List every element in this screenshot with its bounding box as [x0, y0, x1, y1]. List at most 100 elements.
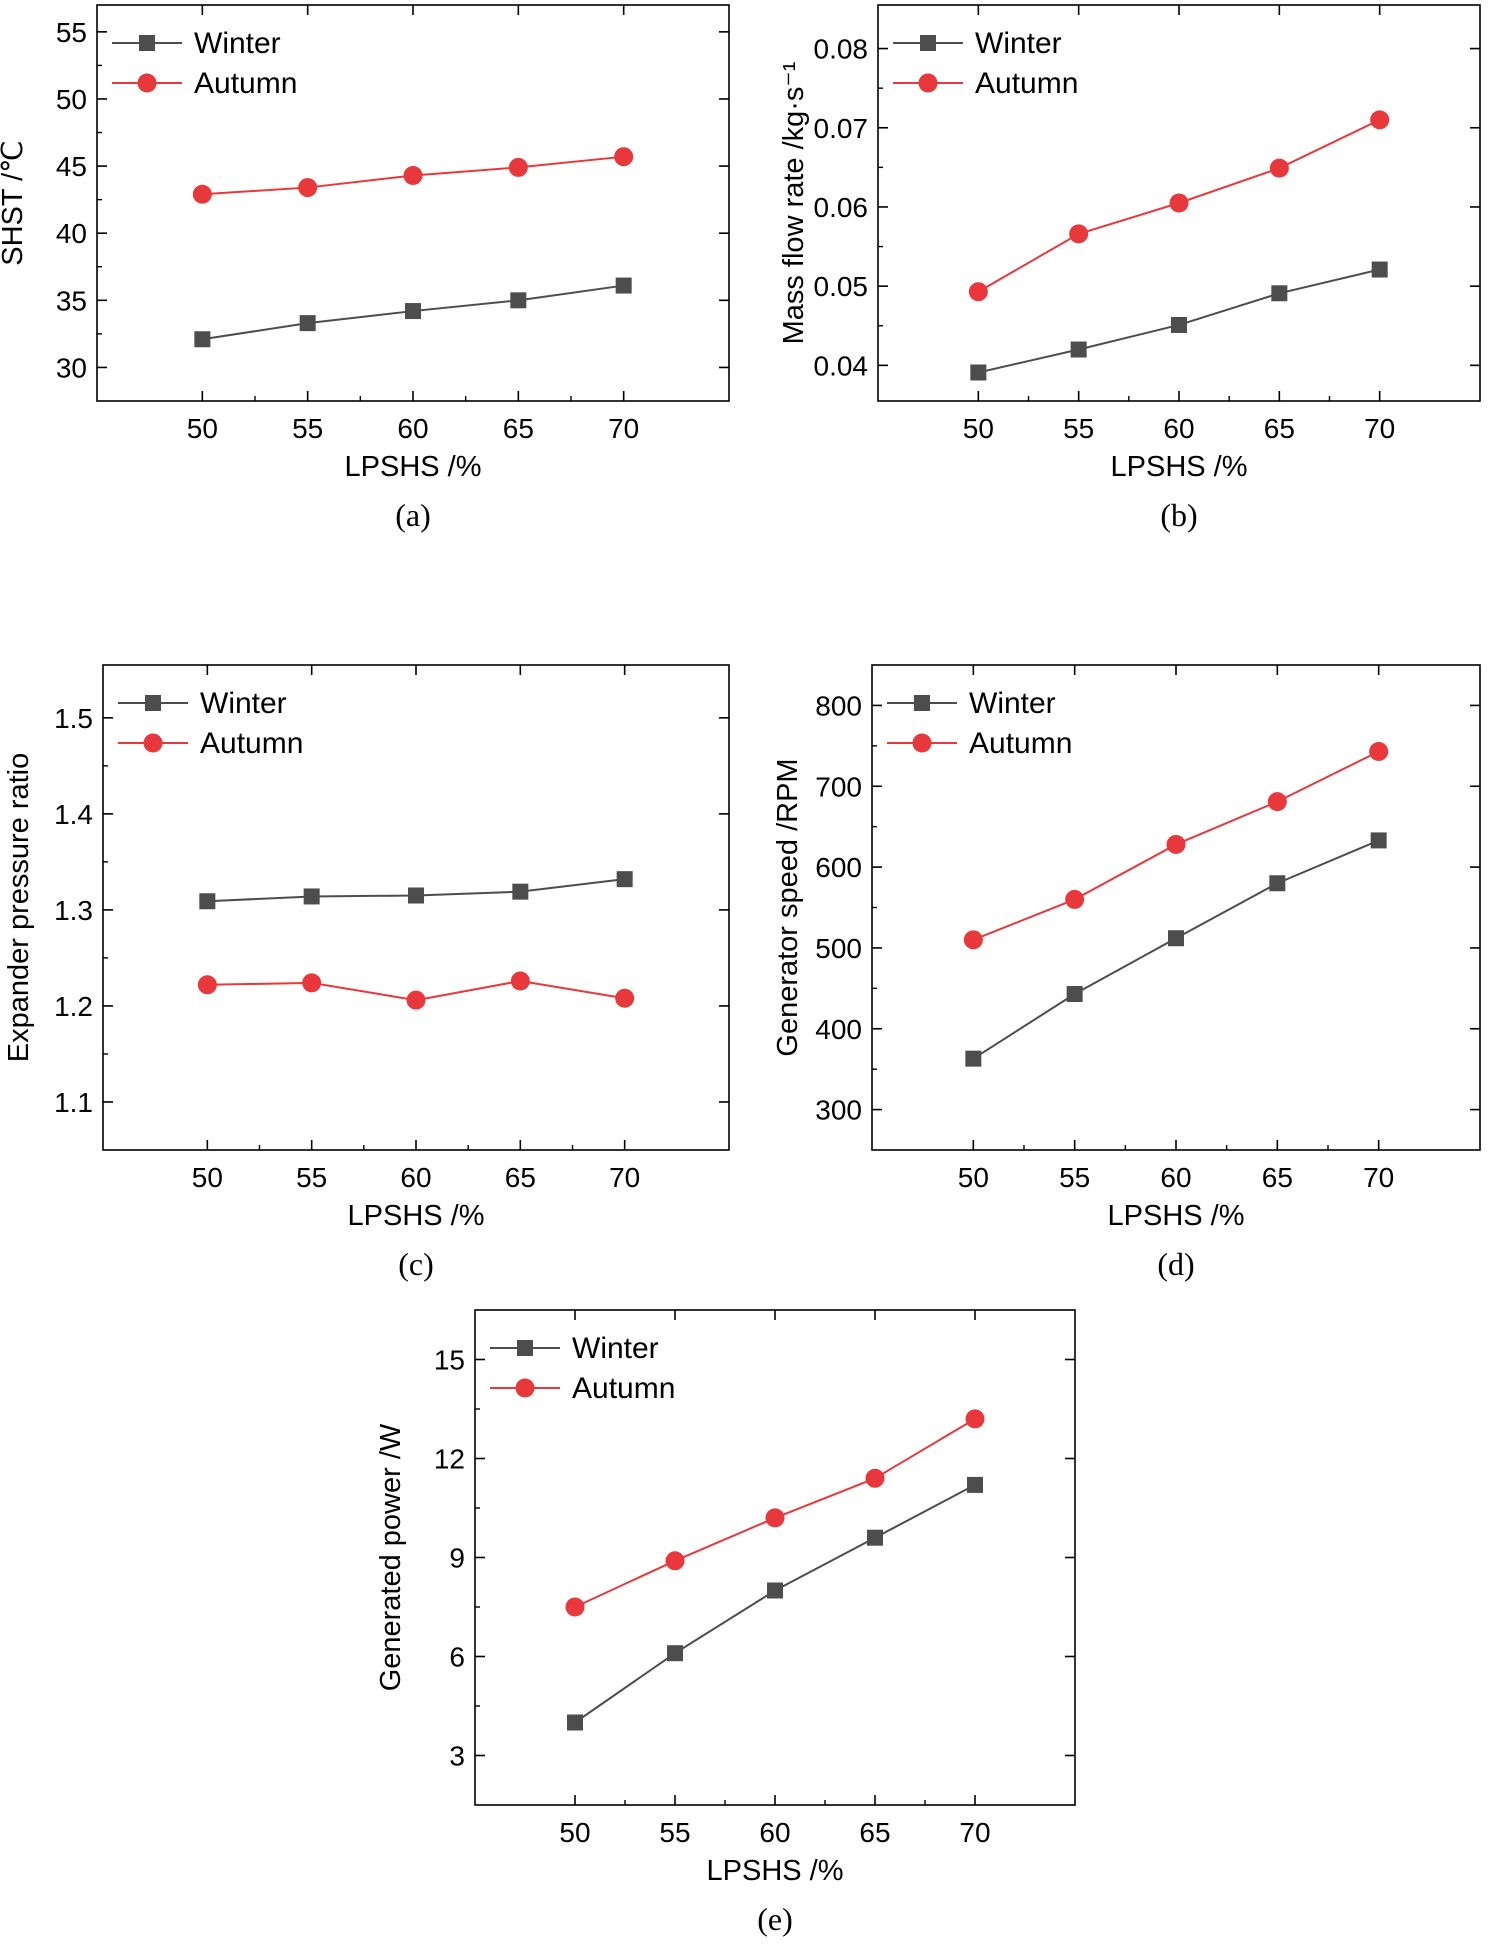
- chart-panel-c: 50 55 60 65 70 1.1 1.2 1.3 1.4 1.5 LPSHS /% Expande…: [3, 664, 730, 1282]
- data-point: [1269, 875, 1286, 892]
- data-point: [767, 1582, 783, 1599]
- y-tick-label: 35: [56, 285, 87, 316]
- series-winter: [567, 1476, 983, 1731]
- data-point: [1267, 792, 1287, 812]
- y-tick-label: 0.04: [814, 350, 869, 381]
- y-axis-title: Generator speed /RPM: [772, 758, 804, 1056]
- y-axis-title: Mass flow rate /kg·s⁻¹: [778, 61, 810, 344]
- data-point: [667, 1645, 683, 1662]
- x-tick-label: 50: [963, 413, 994, 444]
- legend-marker: [517, 1340, 533, 1356]
- x-tick-label: 65: [1264, 413, 1295, 444]
- data-point: [192, 184, 212, 204]
- legend: Winter Autumn: [887, 687, 1072, 760]
- y-tick-label: 700: [815, 771, 862, 802]
- data-point: [298, 178, 318, 198]
- legend: Winter Autumn: [112, 27, 297, 100]
- y-tick-label: 1.2: [54, 991, 93, 1022]
- x-tick-label: 65: [503, 413, 534, 444]
- data-point: [765, 1508, 785, 1528]
- data-point: [567, 1714, 583, 1731]
- legend-marker: [145, 695, 161, 711]
- data-point: [963, 930, 983, 950]
- y-tick-label: 0.06: [814, 192, 869, 223]
- x-tick-label: 55: [1059, 1162, 1090, 1193]
- data-point: [403, 165, 423, 185]
- x-tick-label: 65: [859, 1817, 890, 1848]
- legend-marker: [920, 35, 936, 51]
- x-tick-label: 70: [959, 1817, 990, 1848]
- y-tick-label: 55: [56, 17, 87, 48]
- legend-marker: [139, 35, 155, 51]
- legend-label: Winter: [975, 27, 1062, 60]
- x-tick-label: 70: [608, 413, 639, 444]
- x-tick-label: 65: [1262, 1162, 1293, 1193]
- plot-frame: [871, 664, 1481, 1151]
- series-winter: [965, 832, 1387, 1067]
- legend-marker: [143, 733, 163, 753]
- x-axis-title: LPSHS /%: [707, 1855, 844, 1887]
- data-point: [965, 1050, 982, 1067]
- y-tick-label: 0.07: [814, 113, 869, 144]
- data-point: [968, 282, 988, 302]
- y-tick-label: 1.1: [54, 1087, 93, 1118]
- data-point: [1166, 834, 1186, 854]
- data-point: [1369, 741, 1389, 761]
- x-axis-title: LPSHS /%: [1108, 1200, 1245, 1232]
- y-tick-label: 15: [434, 1345, 465, 1376]
- data-point: [1065, 889, 1085, 909]
- x-tick-label: 70: [609, 1162, 640, 1193]
- y-axis-title: SHST /℃: [0, 140, 29, 266]
- series-autumn: [197, 971, 635, 1010]
- legend: Winter Autumn: [490, 1332, 675, 1405]
- data-point: [1271, 285, 1288, 302]
- plot-frame: [474, 1309, 1076, 1806]
- y-tick-label: 40: [56, 218, 87, 249]
- legend-marker: [912, 733, 932, 753]
- y-tick-label: 400: [815, 1014, 862, 1045]
- legend-marker: [137, 73, 157, 93]
- x-tick-label: 60: [1163, 413, 1194, 444]
- legend-marker: [914, 695, 930, 711]
- series-line: [972, 839, 1380, 1060]
- data-point: [1371, 261, 1388, 278]
- panel-caption: (b): [1160, 497, 1197, 533]
- plot-frame: [102, 664, 730, 1151]
- data-point: [1169, 193, 1189, 213]
- y-tick-label: 800: [815, 690, 862, 721]
- x-tick-label: 50: [958, 1162, 989, 1193]
- y-tick-label: 3: [449, 1741, 465, 1772]
- legend-marker: [515, 1378, 535, 1398]
- data-point: [299, 315, 316, 332]
- chart-panel-d: 50 55 60 65 70 300 400 500 600 700 800 LPSHS /% Gene…: [772, 664, 1481, 1282]
- x-axis-title: LPSHS /%: [348, 1200, 485, 1232]
- x-tick-label: 50: [192, 1162, 223, 1193]
- data-point: [510, 292, 527, 309]
- data-point: [1370, 832, 1387, 849]
- data-point: [616, 871, 633, 888]
- x-tick-label: 60: [400, 1162, 431, 1193]
- x-tick-label: 70: [1363, 1162, 1394, 1193]
- data-point: [1069, 224, 1089, 244]
- data-point: [303, 888, 320, 905]
- data-point: [565, 1597, 585, 1617]
- y-tick-label: 6: [449, 1642, 465, 1673]
- x-axis-title: LPSHS /%: [1111, 451, 1248, 483]
- x-tick-label: 50: [187, 413, 218, 444]
- x-tick-label: 60: [759, 1817, 790, 1848]
- data-point: [614, 147, 634, 167]
- data-point: [405, 303, 421, 320]
- series-winter: [194, 277, 632, 348]
- data-point: [408, 887, 424, 904]
- y-tick-label: 0.05: [814, 271, 869, 302]
- chart-panel-b: 50 55 60 65 70 0.04 0.05 0.06 0.07 0.08 LPSHS /% Ma…: [778, 4, 1481, 533]
- legend-label: Winter: [194, 27, 281, 60]
- data-point: [1370, 110, 1390, 130]
- legend-label: Autumn: [969, 727, 1072, 760]
- data-point: [865, 1468, 885, 1488]
- legend-label: Winter: [200, 687, 287, 720]
- panel-caption: (d): [1157, 1246, 1194, 1282]
- series-autumn: [968, 110, 1390, 302]
- y-tick-label: 300: [815, 1095, 862, 1126]
- x-tick-label: 60: [397, 413, 428, 444]
